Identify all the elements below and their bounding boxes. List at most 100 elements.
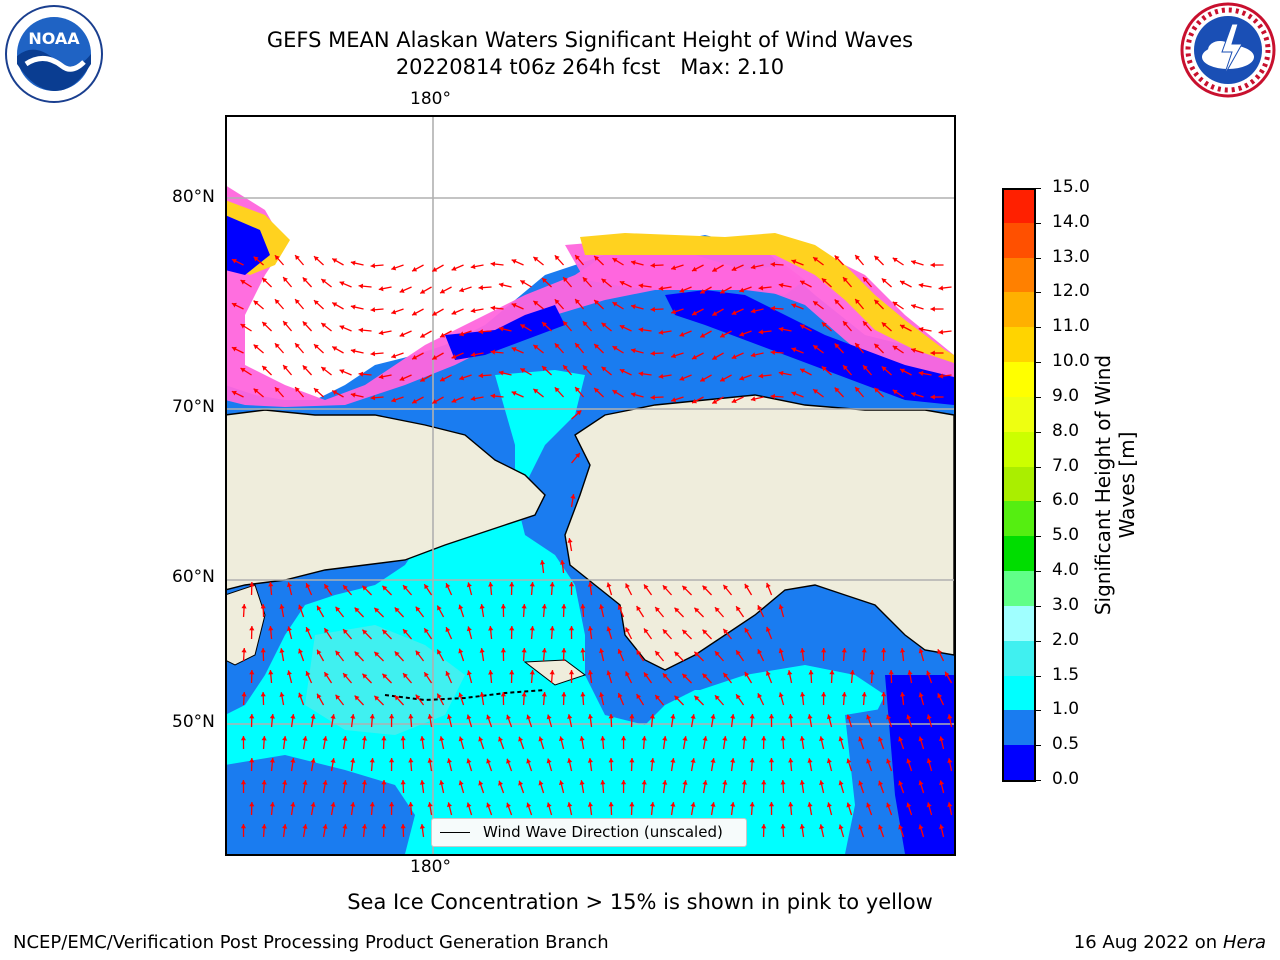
wave-direction-arrowhead — [458, 648, 464, 654]
wave-direction-arrowhead — [821, 366, 827, 372]
wave-direction-arrowhead — [723, 584, 729, 590]
wave-direction-arrowhead — [630, 260, 636, 266]
colorbar-segment — [1002, 361, 1034, 397]
footer-date: 16 Aug 2022 on Hera — [1074, 932, 1266, 953]
wave-direction-arrowhead — [412, 398, 418, 404]
wave-direction-arrowhead — [819, 780, 825, 786]
wave-direction-arrowhead — [658, 373, 664, 379]
wave-direction-arrowhead — [638, 327, 644, 333]
wave-direction-arrowhead — [394, 651, 400, 657]
wave-direction-arrowhead — [343, 673, 348, 679]
wave-direction-arrowhead — [240, 368, 246, 373]
wave-direction-arrowhead — [662, 585, 668, 591]
wave-direction-arrowhead — [231, 346, 237, 352]
wave-direction-arrowhead — [700, 377, 706, 382]
land-alaska — [564, 394, 954, 671]
wave-direction-arrowhead — [279, 692, 285, 697]
wave-direction-arrowhead — [918, 648, 924, 654]
wave-direction-arrowhead — [710, 714, 716, 719]
wave-direction-arrowhead — [283, 365, 288, 371]
wave-direction-arrowhead — [295, 387, 300, 393]
wave-direction-arrowhead — [594, 299, 600, 305]
wave-direction-arrowhead — [655, 651, 660, 656]
wave-direction-arrowhead — [641, 736, 647, 741]
wave-direction-arrowhead — [674, 695, 680, 701]
wave-direction-arrowhead — [576, 410, 582, 416]
aleutian-islands — [384, 689, 546, 702]
wave-direction-arrowhead — [526, 802, 532, 808]
wave-direction-arrowhead — [490, 261, 496, 267]
wave-direction-arrowhead — [608, 714, 614, 719]
wave-direction-arrowhead — [305, 671, 311, 677]
wave-direction-arrowhead — [361, 736, 368, 741]
wave-direction-arrowhead — [898, 824, 904, 830]
wave-direction-arrowhead — [295, 343, 300, 349]
wave-direction-arrowhead — [240, 324, 246, 329]
wave-direction-arrowhead — [374, 695, 380, 701]
wave-direction-arrowhead — [241, 604, 247, 609]
lon-label-top: 180° — [410, 89, 451, 109]
wave-direction-arrowhead — [650, 394, 655, 400]
wave-direction-arrowhead — [788, 758, 794, 763]
wave-direction-arrowhead — [700, 333, 706, 338]
wave-direction-arrowhead — [800, 648, 806, 653]
wave-direction-arrowhead — [253, 344, 259, 350]
wave-direction-arrowhead — [834, 255, 840, 261]
wave-direction-arrowhead — [437, 605, 442, 611]
wave-direction-arrowhead — [381, 824, 387, 829]
wave-direction-arrowhead — [843, 277, 848, 283]
wave-direction-arrowhead — [757, 605, 763, 611]
wave-direction-arrowhead — [866, 714, 872, 720]
wave-direction-arrowhead — [874, 343, 880, 349]
wave-direction-arrowhead — [350, 348, 356, 354]
wave-direction-arrowhead — [800, 368, 806, 374]
wave-direction-arrowhead — [546, 714, 552, 720]
wave-direction-arrowhead — [362, 585, 368, 591]
wave-direction-arrowhead — [892, 301, 898, 307]
wave-direction-arrowhead — [587, 714, 593, 719]
chart-title: GEFS MEAN Alaskan Waters Significant Hei… — [266, 28, 914, 52]
wave-direction-arrowhead — [541, 648, 547, 653]
wave-direction-arrowhead — [744, 671, 750, 677]
wave-direction-arrowhead — [437, 693, 442, 699]
wave-direction-arrowhead — [498, 326, 504, 332]
wave-direction-arrowhead — [400, 824, 406, 829]
wave-direction-arrowhead — [731, 354, 737, 359]
wave-direction-arrowhead — [770, 349, 776, 355]
wave-direction-arrowhead — [466, 582, 472, 588]
wave-direction-arrowhead — [702, 629, 708, 635]
lat-label-60: 60°N — [172, 567, 215, 587]
wave-direction-arrowhead — [813, 389, 819, 394]
wave-direction-arrowhead — [554, 343, 560, 349]
land-island — [523, 659, 587, 686]
wave-direction-arrowhead — [324, 628, 329, 634]
moderate-waves-gulf — [685, 665, 885, 760]
wave-direction-arrowhead — [907, 670, 913, 675]
wave-direction-arrowhead — [466, 802, 472, 808]
colorbar-segment — [1002, 257, 1034, 293]
wave-direction-arrowhead — [829, 670, 835, 675]
wave-direction-arrowhead — [458, 780, 464, 786]
colorbar-tick-mark — [1034, 222, 1041, 224]
wave-direction-arrowhead — [389, 714, 395, 719]
wave-direction-arrowhead — [679, 375, 685, 381]
wave-direction-arrowhead — [612, 302, 618, 307]
wave-direction-arrowhead — [451, 398, 457, 403]
wave-direction-arrowhead — [361, 780, 368, 785]
wave-direction-arrowhead — [881, 366, 887, 372]
wave-direction-arrowhead — [757, 649, 763, 655]
wave-direction-arrowhead — [599, 692, 605, 698]
wave-direction-arrowhead — [671, 353, 677, 359]
wave-direction-arrowhead — [382, 629, 388, 635]
wave-direction-arrowhead — [945, 671, 950, 677]
wave-direction-arrowhead — [918, 326, 924, 332]
wave-direction-arrowhead — [710, 802, 716, 807]
wave-direction-arrowhead — [382, 585, 388, 591]
wave-direction-arrowhead — [374, 651, 380, 657]
wave-direction-arrowhead — [601, 322, 607, 328]
land-kamchatka — [225, 584, 266, 666]
colorbar-segment — [1002, 326, 1034, 363]
wave-direction-arrowhead — [567, 758, 573, 764]
wave-direction-arrowhead — [778, 648, 784, 654]
colorbar-tick-mark — [1034, 780, 1041, 781]
